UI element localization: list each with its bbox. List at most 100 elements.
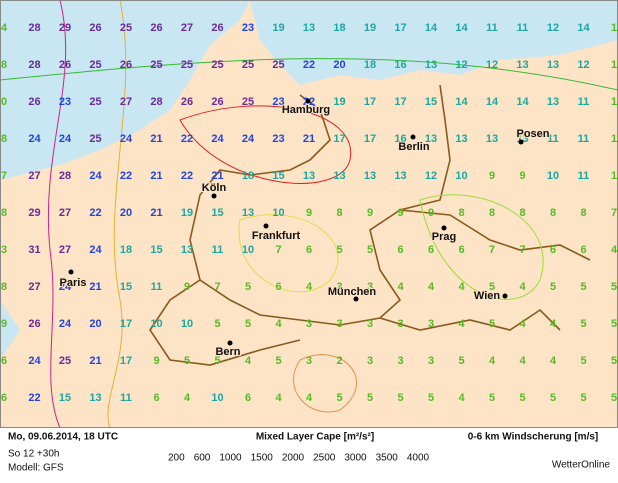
wind-value: 4 bbox=[458, 392, 465, 404]
wind-value: 5 bbox=[519, 392, 525, 404]
wind-value: 20 bbox=[89, 318, 101, 330]
wind-value: 4 bbox=[458, 318, 465, 330]
wind-value: 31 bbox=[28, 244, 40, 256]
wind-value: 3 bbox=[397, 318, 403, 330]
wind-value: 29 bbox=[28, 207, 40, 219]
wind-value: 14 bbox=[577, 22, 590, 34]
cape-contours bbox=[0, 0, 618, 429]
wind-value: 4 bbox=[489, 355, 496, 367]
legend-value: 4000 bbox=[407, 453, 430, 464]
wind-value: 5 bbox=[214, 318, 220, 330]
border-ch bbox=[149, 279, 301, 366]
wind-value: 25 bbox=[211, 59, 223, 71]
wind-value: 12 bbox=[455, 59, 467, 71]
wind-value: 22 bbox=[28, 392, 40, 404]
wind-value: 4 bbox=[519, 318, 526, 330]
contour bbox=[293, 354, 358, 413]
brand: WetterOnline bbox=[552, 460, 611, 471]
wind-value: 9 bbox=[1, 318, 7, 330]
wind-value: 15 bbox=[120, 281, 132, 293]
wind-value: 29 bbox=[59, 22, 71, 34]
borders bbox=[149, 84, 591, 366]
wind-value: 6 bbox=[153, 392, 159, 404]
city-label: Hamburg bbox=[282, 104, 330, 116]
wind-value: 6 bbox=[458, 244, 464, 256]
wind-value: 10 bbox=[272, 207, 284, 219]
wind-value: 26 bbox=[150, 22, 162, 34]
wind-value: 13 bbox=[425, 133, 437, 145]
wind-value: 25 bbox=[89, 133, 101, 145]
wind-value: 21 bbox=[303, 133, 315, 145]
wind-value: 11 bbox=[151, 281, 163, 293]
wind-value: 11 bbox=[120, 392, 132, 404]
wind-value: 9 bbox=[367, 207, 373, 219]
legend-value: 1000 bbox=[219, 453, 242, 464]
cities: Hamburg Berlin Posen Köln Frankfurt Prag… bbox=[59, 98, 551, 359]
city-label: Bern bbox=[215, 346, 240, 358]
wind-value: 3 bbox=[336, 318, 342, 330]
wind-value: 25 bbox=[59, 355, 71, 367]
wind-value: 22 bbox=[181, 133, 193, 145]
sea-south bbox=[0, 300, 20, 360]
wind-value: 14 bbox=[455, 96, 468, 108]
model: Modell: GFS bbox=[8, 463, 64, 474]
wind-value: 10 bbox=[211, 392, 223, 404]
wind-value: 25 bbox=[89, 59, 101, 71]
wind-value: 24 bbox=[211, 133, 224, 145]
border-germany bbox=[189, 84, 451, 326]
shear-title: 0-6 km Windscherung [m/s] bbox=[468, 432, 599, 443]
wind-value: 23 bbox=[242, 22, 254, 34]
wind-value: 22 bbox=[120, 170, 132, 182]
wind-value: 12 bbox=[425, 170, 437, 182]
wind-value: 5 bbox=[245, 281, 251, 293]
wind-value: 4 bbox=[306, 281, 313, 293]
wind-value: 4 bbox=[1, 22, 8, 34]
wind-value: 3 bbox=[306, 355, 312, 367]
wind-value: 25 bbox=[242, 96, 254, 108]
wind-value: 17 bbox=[333, 133, 345, 145]
wind-value: 5 bbox=[611, 392, 617, 404]
city-label: Berlin bbox=[398, 141, 429, 153]
wind-value: 18 bbox=[242, 170, 254, 182]
wind-value: 5 bbox=[489, 392, 495, 404]
wind-value: 3 bbox=[428, 355, 434, 367]
wind-value: 3 bbox=[306, 318, 312, 330]
wind-value: 27 bbox=[59, 244, 71, 256]
wind-value: 14 bbox=[425, 22, 438, 34]
wind-value: 11 bbox=[486, 22, 498, 34]
city-dot bbox=[263, 223, 269, 229]
wind-value: 26 bbox=[181, 96, 193, 108]
wind-value: 7 bbox=[489, 244, 495, 256]
wind-value: 25 bbox=[120, 22, 132, 34]
wind-value: 8 bbox=[336, 207, 342, 219]
wind-value: 4 bbox=[550, 355, 557, 367]
wind-value: 19 bbox=[364, 22, 376, 34]
wind-value: 7 bbox=[519, 244, 525, 256]
wind-value: 19 bbox=[272, 22, 284, 34]
wind-value: 14 bbox=[486, 96, 499, 108]
wind-value: 10 bbox=[242, 244, 254, 256]
wind-value: 24 bbox=[242, 133, 255, 145]
wind-value: 4 bbox=[428, 281, 435, 293]
wind-value: 7 bbox=[1, 170, 7, 182]
wind-value: 6 bbox=[1, 392, 7, 404]
contour bbox=[238, 214, 339, 293]
wind-value: 18 bbox=[333, 22, 345, 34]
wind-value: 28 bbox=[28, 22, 40, 34]
wind-value: 21 bbox=[150, 207, 162, 219]
wind-value: 25 bbox=[89, 96, 101, 108]
wind-value: 7 bbox=[214, 281, 220, 293]
wind-value: 5 bbox=[489, 318, 495, 330]
wind-value: 12 bbox=[547, 22, 559, 34]
wind-value: 23 bbox=[272, 133, 284, 145]
wind-value: 21 bbox=[150, 133, 162, 145]
city-label: München bbox=[328, 286, 377, 298]
wind-value: 11 bbox=[578, 96, 590, 108]
wind-value: 13 bbox=[486, 133, 498, 145]
wind-value: 26 bbox=[211, 96, 223, 108]
wind-value: 17 bbox=[120, 318, 132, 330]
legend-value: 600 bbox=[194, 453, 211, 464]
wind-value: 15 bbox=[425, 96, 437, 108]
wind-value: 5 bbox=[336, 244, 342, 256]
wind-value: 5 bbox=[489, 281, 495, 293]
